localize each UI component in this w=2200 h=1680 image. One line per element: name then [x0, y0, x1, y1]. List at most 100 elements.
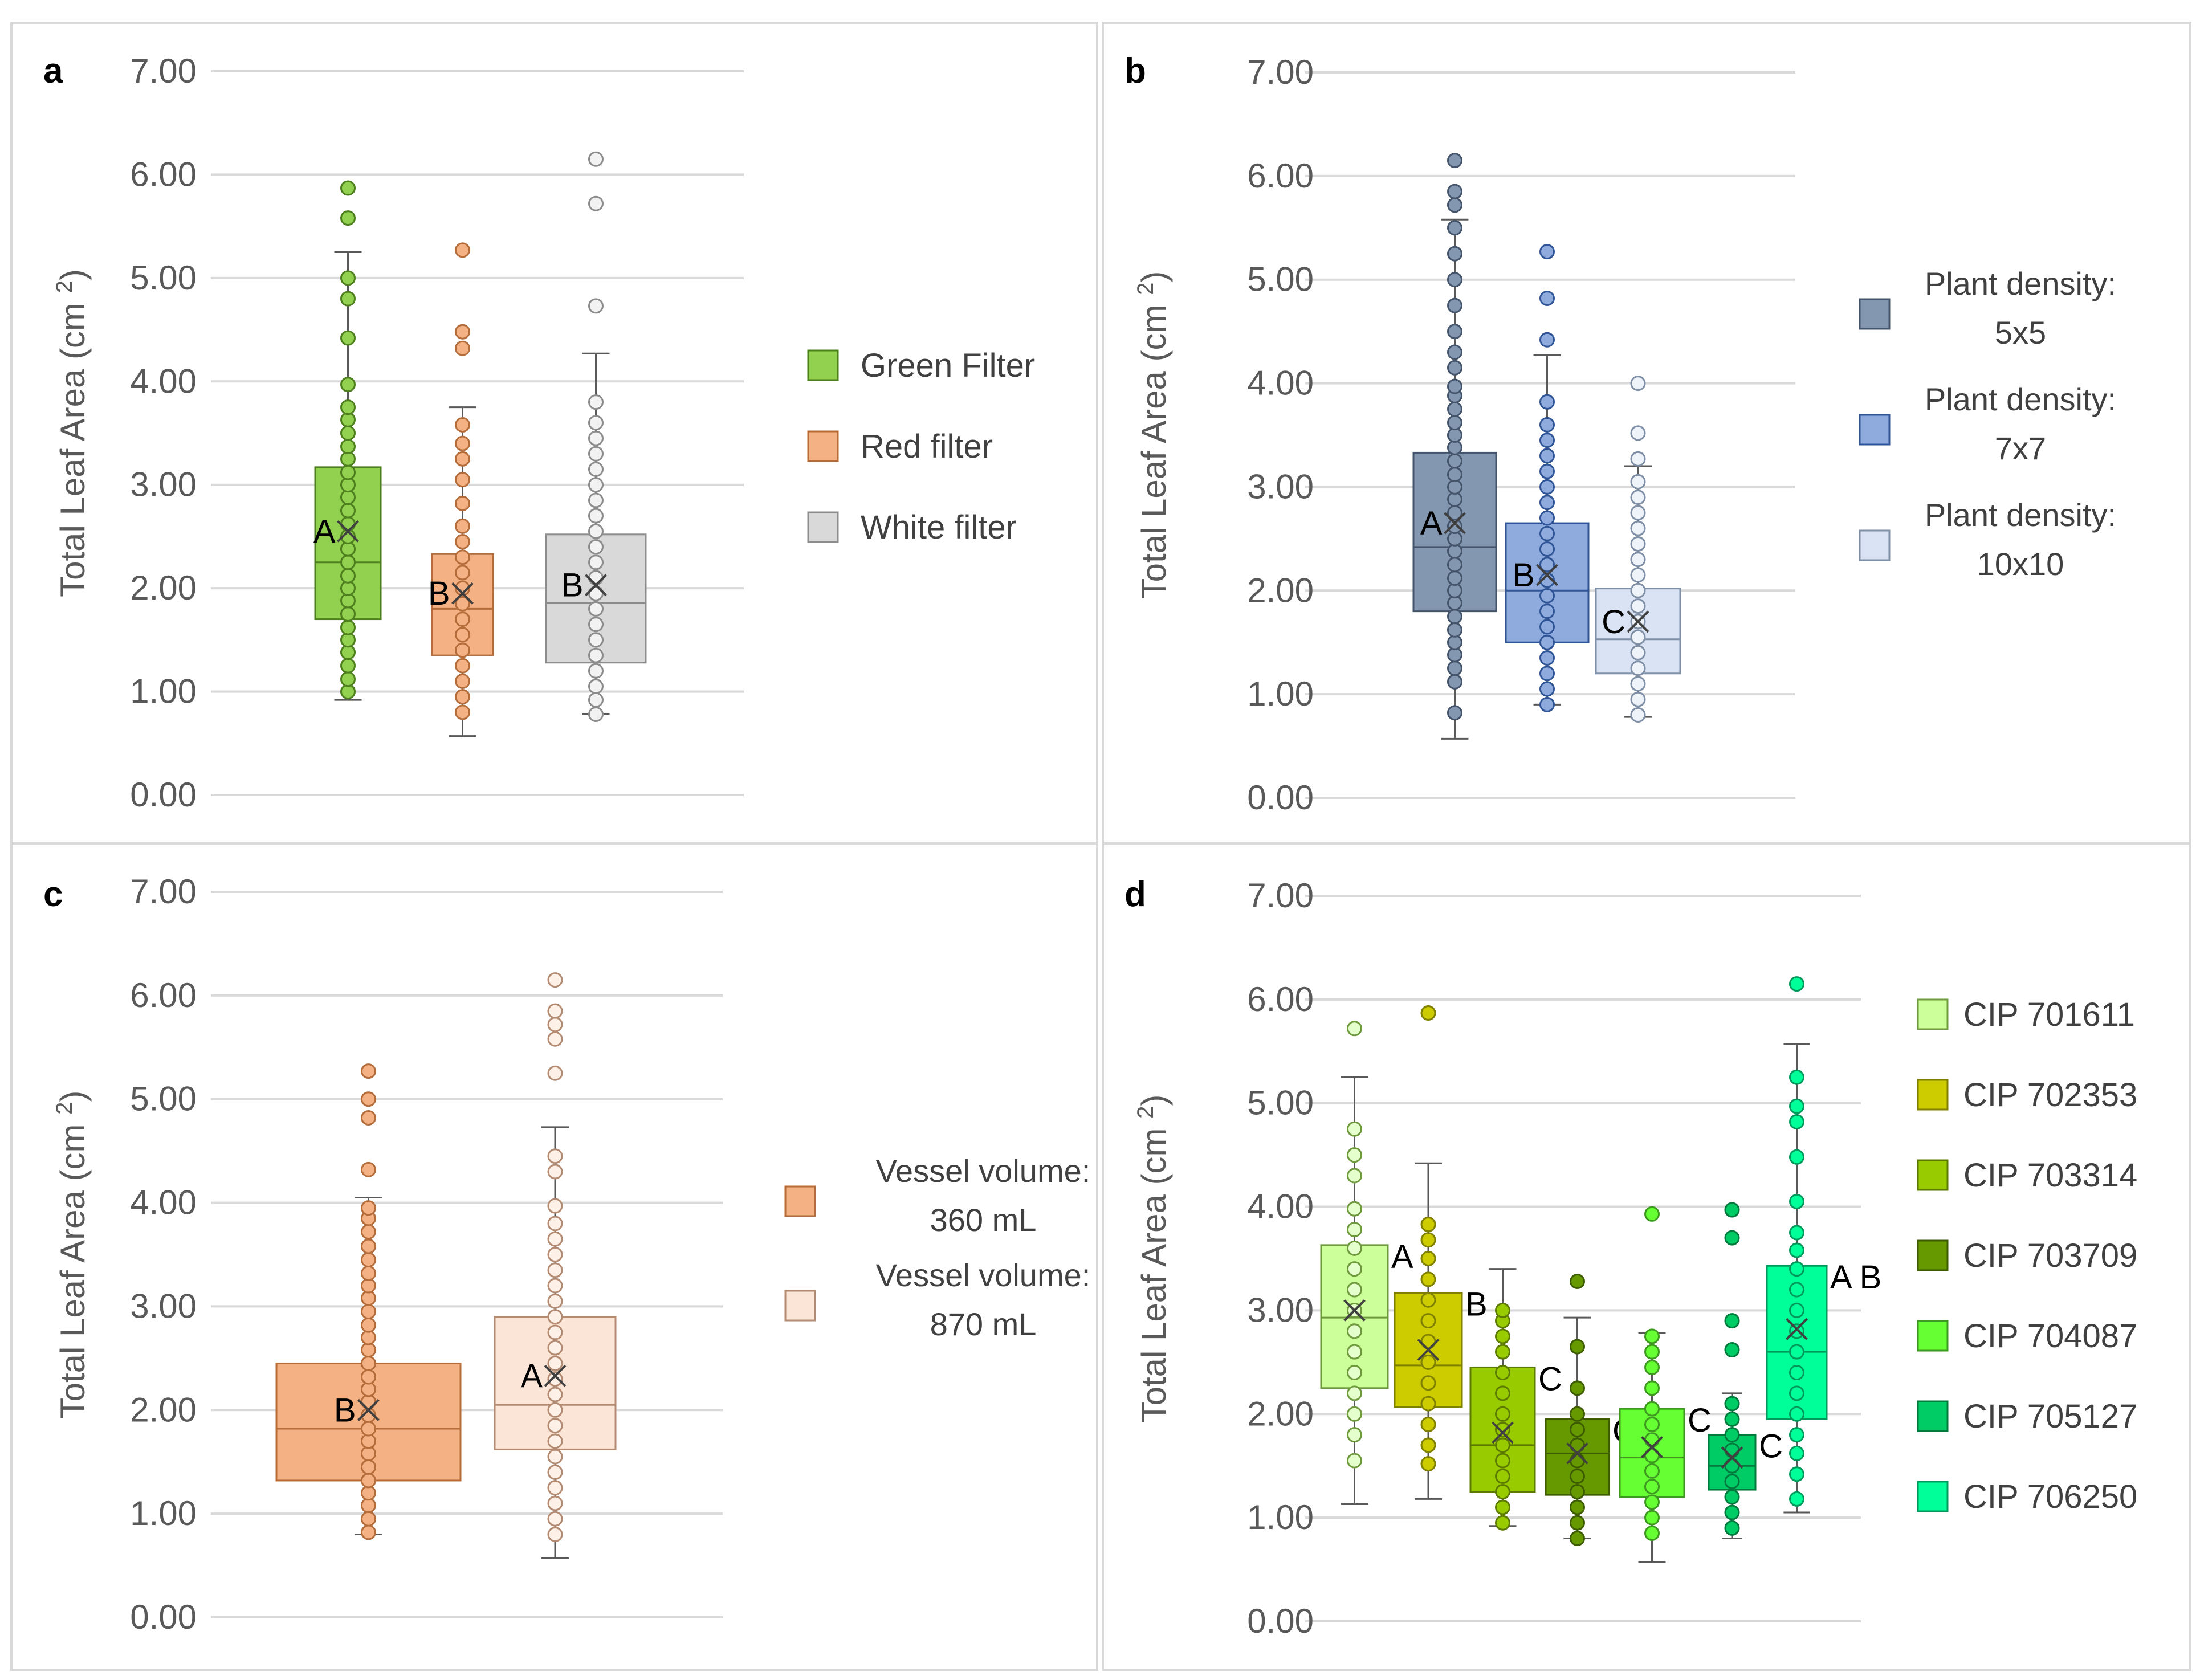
- data-point: [1495, 1406, 1510, 1422]
- data-point: [340, 554, 356, 570]
- data-point: [1539, 604, 1555, 619]
- significance-letter: B: [334, 1392, 356, 1429]
- data-point: [1420, 1396, 1436, 1412]
- data-point: [1644, 1479, 1660, 1495]
- data-point: [1420, 1354, 1436, 1370]
- y-tick-label: 1.00: [1247, 1498, 1314, 1536]
- mean-marker: [1492, 1421, 1514, 1444]
- mean-marker: [451, 582, 474, 605]
- legend-swatch: [807, 430, 839, 462]
- data-point: [1447, 609, 1462, 625]
- data-point: [455, 596, 470, 611]
- mean-marker: [1641, 1436, 1663, 1458]
- data-point: [1447, 570, 1462, 586]
- data-point: [361, 1304, 376, 1320]
- data-point: [1420, 1437, 1436, 1453]
- data-point: [547, 1247, 563, 1262]
- data-point: [547, 1216, 563, 1232]
- mean-marker: [1417, 1339, 1440, 1361]
- data-point: [588, 647, 604, 663]
- y-axis-label-main: Total Leaf Area (cm: [1135, 1119, 1173, 1423]
- data-point: [1420, 1456, 1436, 1472]
- series-cip-705127: C: [1708, 1202, 1783, 1540]
- data-point: [547, 1371, 563, 1387]
- data-point: [1495, 1302, 1510, 1318]
- data-point: [361, 1473, 376, 1489]
- mean-marker: [1786, 1318, 1808, 1340]
- data-point: [1495, 1422, 1510, 1438]
- legend-swatch: [1859, 298, 1891, 330]
- data-point: [547, 1402, 563, 1418]
- legend-label: CIP 703314: [1963, 1157, 2137, 1194]
- legend-label-line2: 7x7: [1995, 430, 2046, 466]
- data-point: [1789, 1069, 1804, 1085]
- data-point: [1539, 525, 1555, 541]
- data-point: [547, 1355, 563, 1371]
- data-point: [1724, 1473, 1740, 1489]
- legend-label-line2: 5x5: [1995, 315, 2046, 350]
- legend-label-line2: 10x10: [1977, 546, 2064, 582]
- data-point: [1630, 660, 1646, 676]
- data-point: [340, 399, 356, 415]
- legend-swatch: [807, 349, 839, 381]
- data-point: [1539, 417, 1555, 433]
- y-axis-label-superscript: 2: [1133, 283, 1158, 295]
- data-point: [1789, 1242, 1804, 1258]
- y-tick-label: 4.00: [1247, 364, 1314, 402]
- data-point: [1539, 463, 1555, 479]
- legend: Vessel volume: 360 mL Vessel volume: 870 mL: [784, 1153, 1090, 1342]
- data-point: [1630, 552, 1646, 568]
- data-point: [1420, 1416, 1436, 1432]
- series-cip-704087: C: [1619, 1206, 1712, 1563]
- data-point: [1644, 1380, 1660, 1396]
- series-vessel-volume-870-ml: A: [494, 972, 617, 1559]
- data-point: [1495, 1499, 1510, 1515]
- legend-swatch: [1917, 1320, 1949, 1352]
- data-point: [547, 1017, 563, 1033]
- data-point: [1789, 1466, 1804, 1482]
- data-point: [1630, 425, 1646, 441]
- data-point: [1644, 1463, 1660, 1479]
- data-point: [1539, 557, 1555, 573]
- data-point: [1447, 378, 1462, 394]
- data-point: [588, 692, 604, 708]
- data-point: [1347, 1427, 1362, 1443]
- legend: Green Filter Red filter White filter: [807, 347, 1035, 546]
- data-point: [455, 518, 470, 534]
- y-tick-label: 6.00: [1247, 980, 1314, 1018]
- data-point: [1644, 1206, 1660, 1222]
- data-point: [1539, 541, 1555, 557]
- data-point: [1347, 1385, 1362, 1401]
- data-point: [547, 1031, 563, 1047]
- data-point: [1447, 557, 1462, 573]
- series-vessel-volume-360-ml: B: [275, 1063, 462, 1540]
- significance-letter: C: [1688, 1402, 1712, 1439]
- data-point: [547, 1198, 563, 1214]
- y-axis-label-main: Total Leaf Area (cm: [54, 1115, 92, 1419]
- data-point: [547, 1511, 563, 1527]
- data-point: [340, 330, 356, 346]
- data-point: [1644, 1416, 1660, 1432]
- data-point: [1539, 495, 1555, 511]
- data-point: [588, 477, 604, 493]
- mean-marker: [585, 574, 607, 597]
- data-point: [547, 1464, 563, 1480]
- data-point: [1630, 582, 1646, 598]
- data-point: [588, 706, 604, 722]
- data-point: [1570, 1339, 1585, 1355]
- data-point: [1447, 184, 1462, 199]
- data-point: [588, 462, 604, 477]
- data-point: [1347, 1240, 1362, 1256]
- panel-frame: [1102, 842, 2191, 1671]
- data-point: [1724, 1520, 1740, 1536]
- data-point: [1447, 453, 1462, 469]
- data-point: [361, 1511, 376, 1527]
- data-point: [1539, 394, 1555, 410]
- data-point: [1447, 324, 1462, 340]
- legend-swatch: [807, 511, 839, 543]
- series-green-filter: A: [313, 180, 382, 701]
- significance-letter: C: [1759, 1428, 1783, 1465]
- significance-letter: C: [1602, 604, 1625, 641]
- data-point: [1644, 1401, 1660, 1417]
